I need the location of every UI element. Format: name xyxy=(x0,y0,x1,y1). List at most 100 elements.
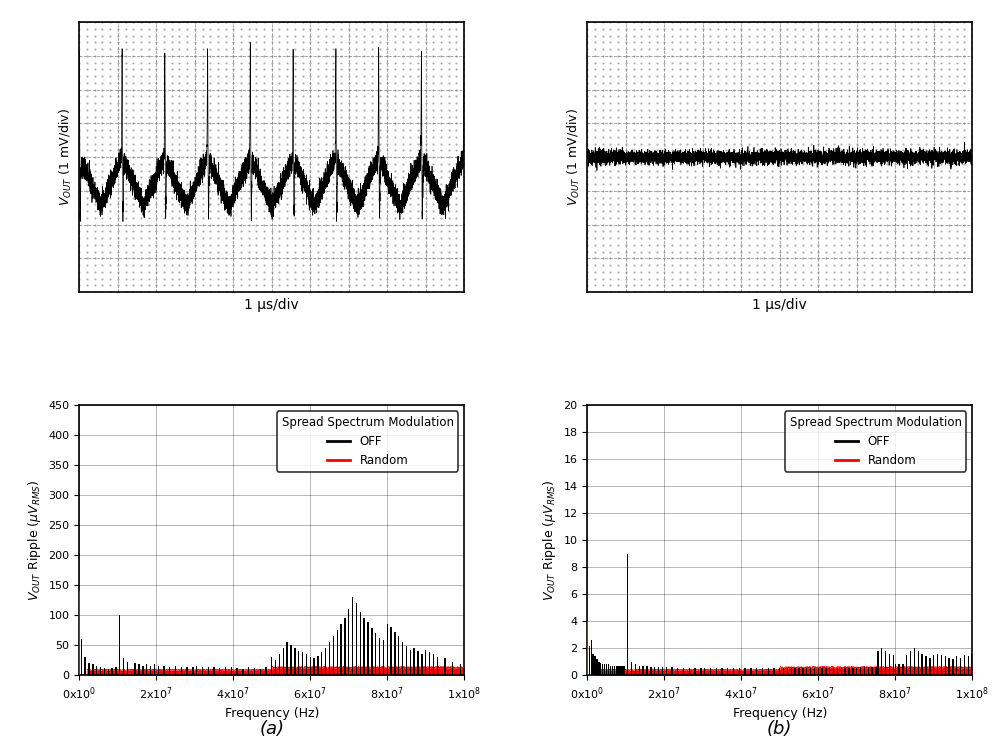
Bar xyxy=(383,640,384,675)
Bar xyxy=(406,646,407,675)
Bar xyxy=(459,664,461,675)
Bar xyxy=(127,662,128,675)
Bar xyxy=(967,657,969,675)
Bar xyxy=(422,654,423,675)
Bar xyxy=(956,657,957,675)
X-axis label: 1 μs/div: 1 μs/div xyxy=(244,298,300,312)
Y-axis label: $V_{OUT}$ Ripple ($\mu V_{RMS}$): $V_{OUT}$ Ripple ($\mu V_{RMS}$) xyxy=(541,479,558,601)
Bar xyxy=(181,667,182,675)
Bar xyxy=(169,667,171,675)
Bar xyxy=(647,666,648,675)
Bar xyxy=(298,651,300,675)
Bar xyxy=(700,669,701,675)
Bar xyxy=(279,654,280,675)
Bar xyxy=(429,652,431,675)
Bar xyxy=(639,666,640,675)
Bar xyxy=(119,615,120,675)
Bar xyxy=(627,554,628,675)
Bar xyxy=(115,667,117,675)
Bar xyxy=(682,669,684,675)
Bar xyxy=(678,669,679,675)
Bar xyxy=(744,669,746,675)
Bar xyxy=(635,664,636,675)
Bar xyxy=(107,669,109,675)
Bar xyxy=(936,654,938,675)
Bar xyxy=(922,654,923,675)
Bar xyxy=(787,669,788,675)
Bar xyxy=(768,669,769,675)
Bar xyxy=(806,669,807,675)
Bar xyxy=(600,663,601,675)
Bar xyxy=(948,657,949,675)
Bar xyxy=(275,660,277,675)
Bar xyxy=(666,667,667,675)
Bar xyxy=(391,627,392,675)
Bar xyxy=(325,649,326,675)
Bar xyxy=(146,664,148,675)
Bar xyxy=(871,667,873,675)
Bar xyxy=(452,662,453,675)
Bar xyxy=(829,669,830,675)
Bar xyxy=(104,668,105,675)
Text: (b): (b) xyxy=(767,720,793,738)
Bar xyxy=(918,651,919,675)
Bar xyxy=(799,669,800,675)
X-axis label: Frequency (Hz): Frequency (Hz) xyxy=(224,707,319,720)
Bar xyxy=(84,657,85,675)
Bar xyxy=(196,666,197,675)
Bar xyxy=(877,651,879,675)
Bar xyxy=(774,669,775,675)
Bar xyxy=(844,669,846,675)
Bar xyxy=(588,646,590,675)
Bar xyxy=(619,666,621,675)
Bar xyxy=(885,651,886,675)
Bar xyxy=(825,669,826,675)
Bar xyxy=(295,649,296,675)
Bar xyxy=(710,669,711,675)
Bar xyxy=(621,666,623,675)
Bar xyxy=(952,659,953,675)
Bar xyxy=(186,667,187,675)
Bar xyxy=(604,664,605,675)
Bar xyxy=(387,624,388,675)
Bar xyxy=(394,632,396,675)
Bar xyxy=(733,669,734,675)
Bar xyxy=(868,667,869,675)
Bar xyxy=(791,669,792,675)
Bar xyxy=(837,669,838,675)
Bar xyxy=(817,669,819,675)
Bar xyxy=(135,663,136,675)
Bar xyxy=(175,666,177,675)
Bar xyxy=(926,657,927,675)
Bar xyxy=(379,638,380,675)
Bar xyxy=(78,591,80,675)
Bar xyxy=(860,667,861,675)
Bar xyxy=(418,651,419,675)
Bar xyxy=(242,669,244,675)
Bar xyxy=(80,640,82,675)
Bar xyxy=(610,666,611,675)
Legend: OFF, Random: OFF, Random xyxy=(785,411,966,472)
Bar xyxy=(623,666,625,675)
Bar xyxy=(402,643,404,675)
Bar xyxy=(795,669,796,675)
Bar xyxy=(848,669,850,675)
Bar xyxy=(631,662,632,675)
Bar xyxy=(596,659,597,675)
Bar xyxy=(727,669,728,675)
Bar xyxy=(398,636,400,675)
Bar xyxy=(654,667,656,675)
Bar xyxy=(291,646,292,675)
Bar xyxy=(803,669,804,675)
Bar xyxy=(592,654,594,675)
Bar xyxy=(821,669,822,675)
Bar xyxy=(594,657,596,675)
Bar xyxy=(332,636,334,675)
Bar xyxy=(881,649,883,675)
Bar xyxy=(750,669,752,675)
Bar xyxy=(944,657,946,675)
Bar xyxy=(265,667,267,675)
Bar xyxy=(906,655,908,675)
Bar xyxy=(363,618,365,675)
Bar xyxy=(213,667,214,675)
